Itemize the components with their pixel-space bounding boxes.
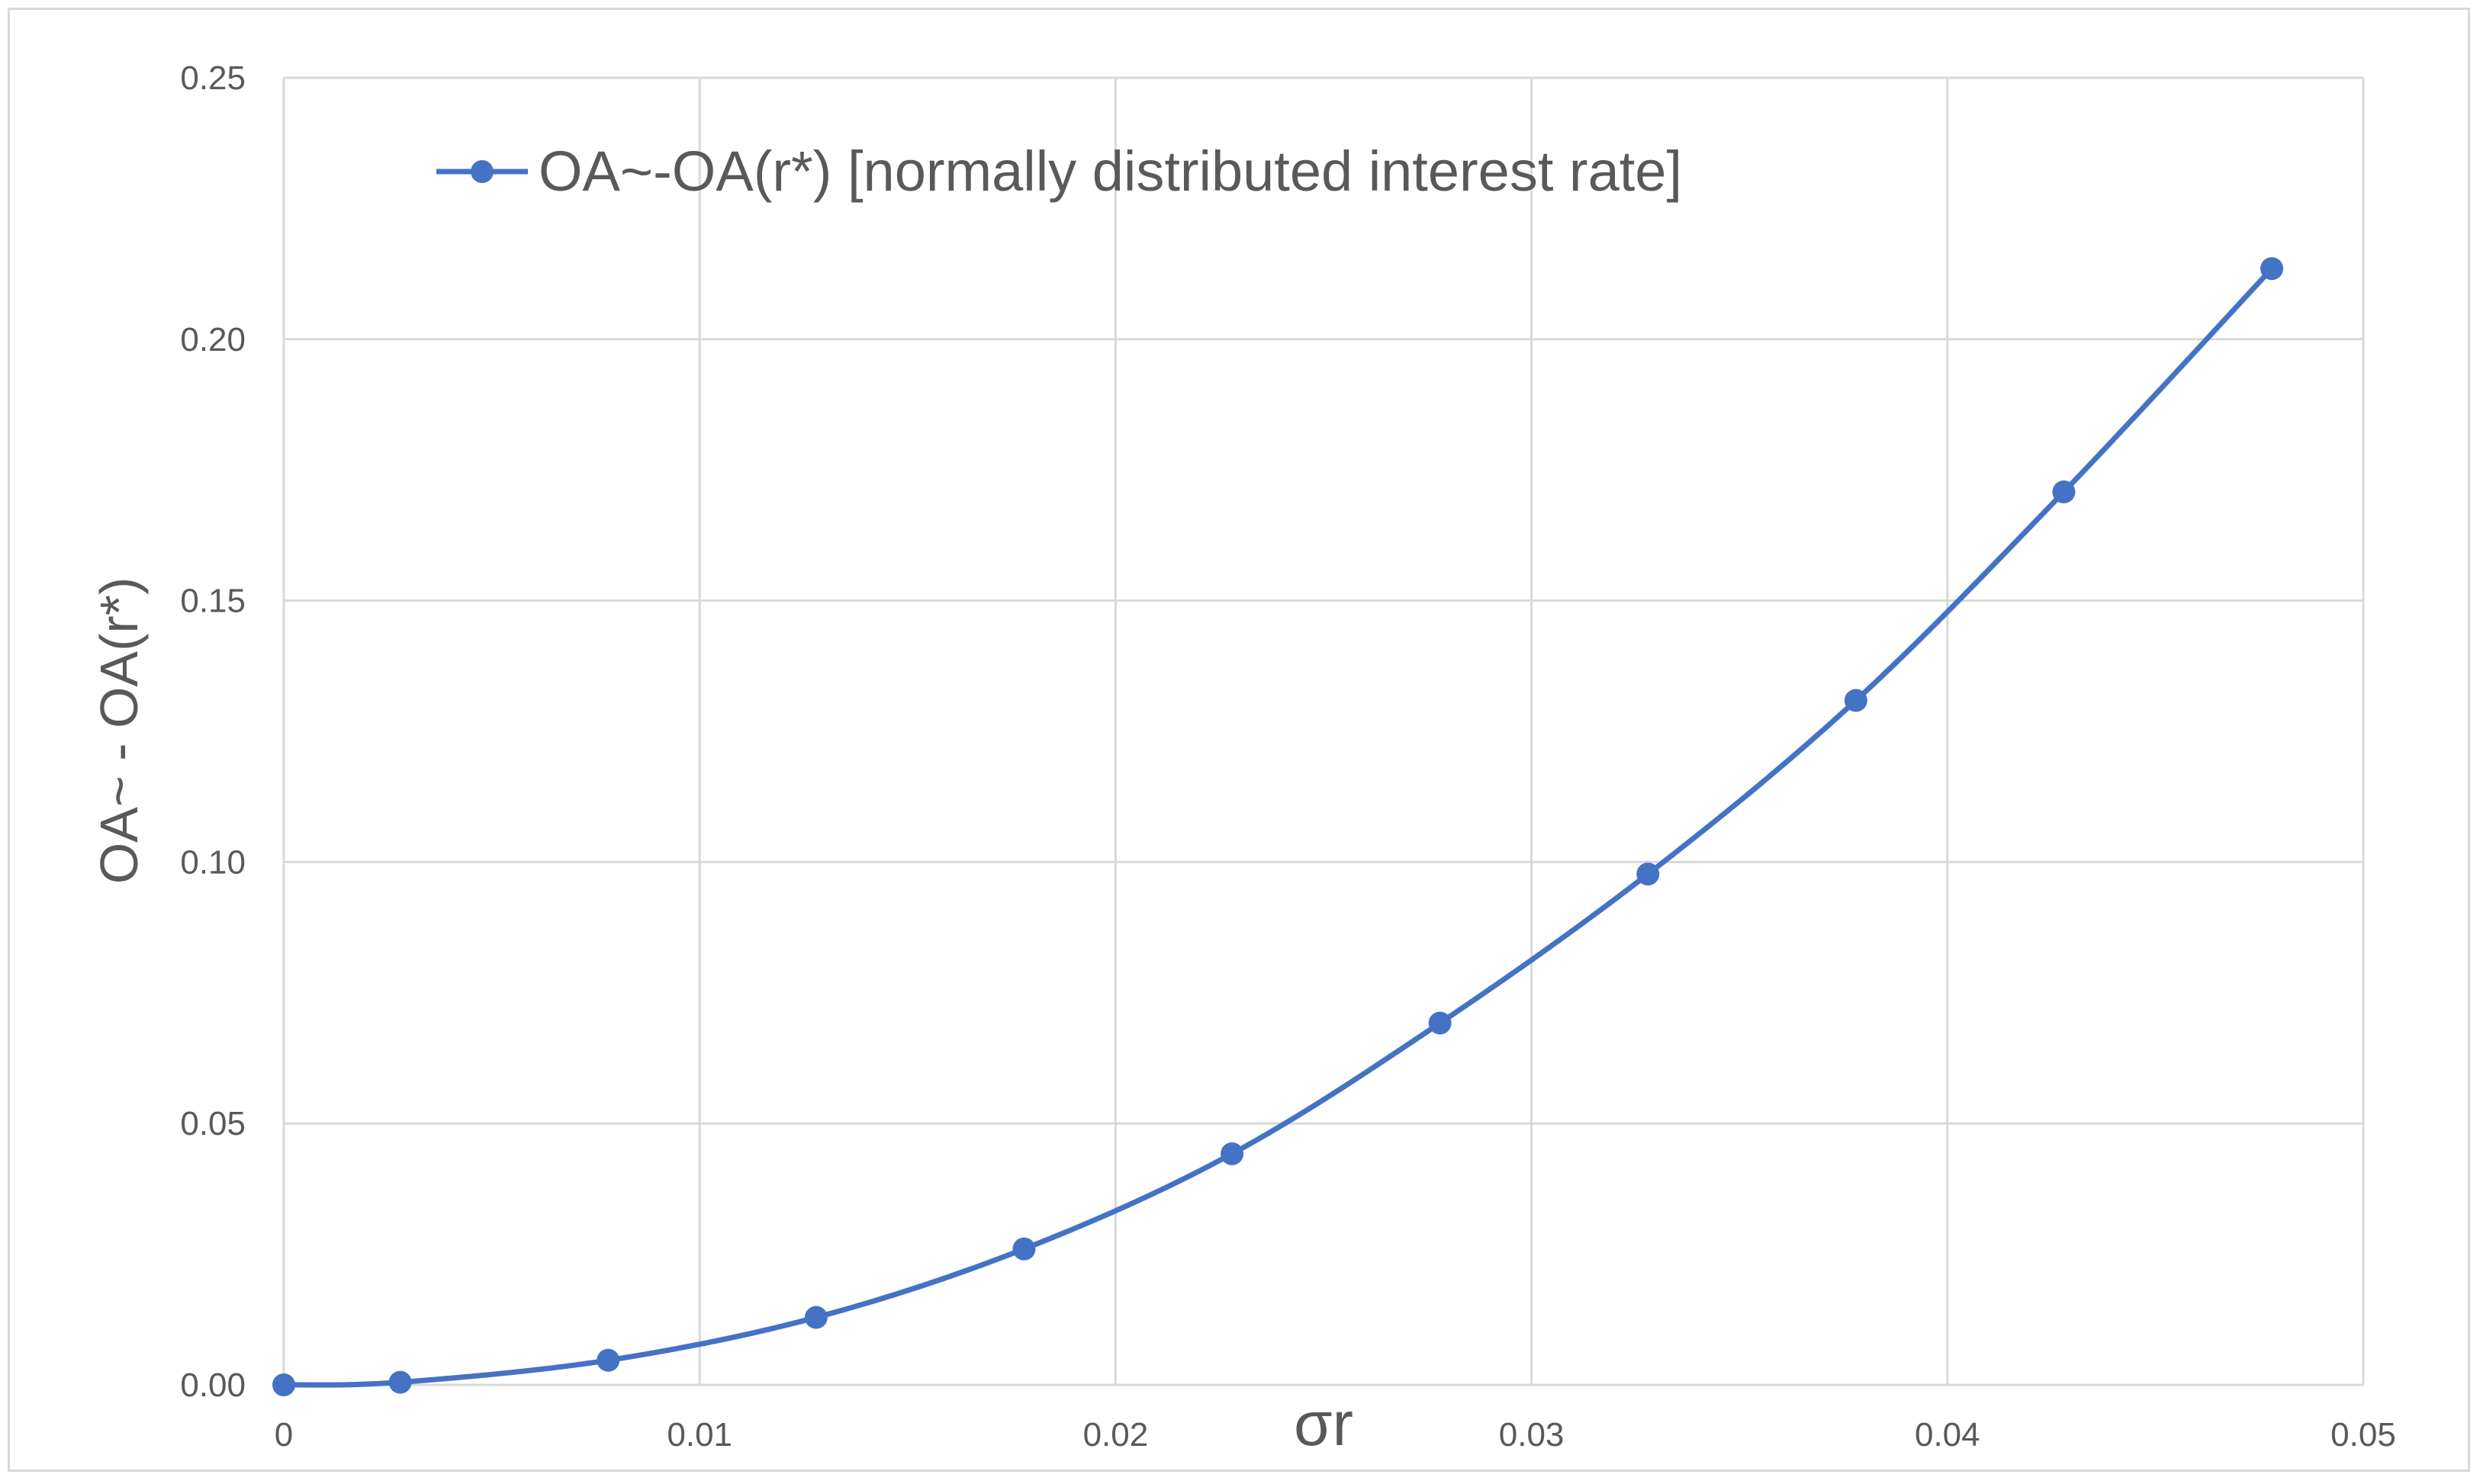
series-layer <box>272 257 2284 1396</box>
data-point-marker <box>2260 257 2284 281</box>
gridlines <box>282 76 2365 1386</box>
y-tick-label: 0.25 <box>180 59 246 97</box>
data-point-marker <box>804 1306 828 1329</box>
legend-label: OA~-OA(r*) [normally distributed interes… <box>539 140 1682 203</box>
y-axis-tick-labels: 0.00 0.05 0.10 0.15 0.20 0.25 <box>180 59 246 1404</box>
y-tick-label: 0.00 <box>180 1367 246 1404</box>
x-tick-label: 0 <box>275 1416 293 1453</box>
data-point-marker <box>1221 1142 1244 1165</box>
x-tick-label: 0.01 <box>667 1416 732 1453</box>
series-line <box>281 265 2275 1388</box>
x-tick-label: 0.05 <box>2330 1416 2396 1453</box>
data-point-marker <box>272 1373 295 1396</box>
legend-marker-swatch <box>471 160 494 183</box>
data-point-marker <box>1636 862 1660 886</box>
x-tick-label: 0.02 <box>1083 1416 1149 1453</box>
data-point-marker <box>2052 480 2076 503</box>
x-tick-label: 0.04 <box>1915 1416 1980 1453</box>
data-point-marker <box>388 1370 412 1394</box>
y-tick-label: 0.15 <box>180 583 246 620</box>
x-axis-tick-labels: 0 0.01 0.02 0.03 0.04 0.05 <box>275 1416 2396 1453</box>
chart-frame <box>8 8 2470 1472</box>
data-point-marker <box>1844 689 1867 712</box>
y-tick-label: 0.10 <box>180 843 246 881</box>
y-axis-title: OA~ - OA(r*) <box>89 577 149 885</box>
data-point-marker <box>1012 1237 1036 1261</box>
y-tick-label: 0.20 <box>180 321 246 358</box>
legend: OA~-OA(r*) [normally distributed interes… <box>436 140 1682 203</box>
y-tick-label: 0.05 <box>180 1105 246 1142</box>
data-point-marker <box>1428 1011 1452 1035</box>
x-axis-title: σr <box>1294 1389 1353 1459</box>
x-tick-label: 0.03 <box>1499 1416 1565 1453</box>
data-point-marker <box>597 1348 620 1372</box>
